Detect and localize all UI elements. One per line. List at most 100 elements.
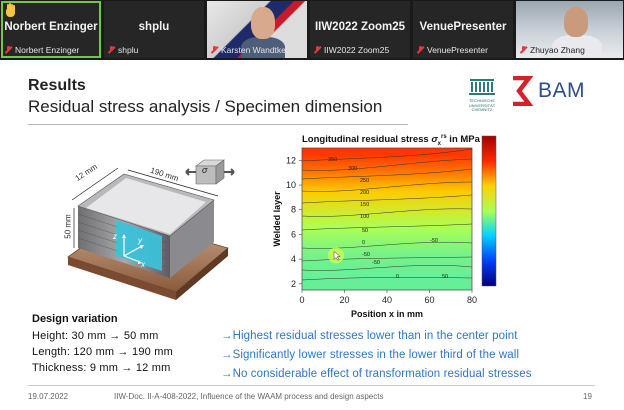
shared-slide: Results Residual stress analysis / Speci… xyxy=(0,60,624,410)
x-tick-label: 0 xyxy=(299,295,304,305)
y-axis-label: Welded layer xyxy=(272,191,282,247)
muted-mic-icon xyxy=(211,46,218,54)
stress-field xyxy=(302,148,472,290)
contour-line xyxy=(301,194,473,204)
specimen-illustration: 12 mm 190 mm 50 mm z y x xyxy=(58,152,238,302)
muted-mic-icon xyxy=(108,46,115,54)
y-tick-label: 8 xyxy=(291,205,296,215)
contour-line xyxy=(301,168,473,180)
contour-label: 350 xyxy=(328,157,337,163)
footer-document-reference: IIW-Doc. II-A-408-2022, Influence of the… xyxy=(114,392,384,401)
slide-subtitle: Residual stress analysis / Specimen dime… xyxy=(28,97,383,116)
y-tick-label: 4 xyxy=(291,254,296,264)
mouse-pointer-icon xyxy=(333,250,341,261)
participant-strip: Norbert Enzinger Norbert Enzinger shplu … xyxy=(0,0,624,60)
colorbar xyxy=(481,135,497,287)
footer-date: 19.07.2022 xyxy=(28,392,69,401)
design-variation-heading: Design variation xyxy=(32,313,118,325)
stress-direction-icon: σ xyxy=(184,152,236,192)
y-tick-label: 10 xyxy=(286,180,296,190)
contour-label: 250 xyxy=(360,178,369,184)
participant-label: Karsten Wandtke xyxy=(211,45,286,55)
result-bullet-2: →Significantly lower stresses in the low… xyxy=(221,349,520,361)
contour-label: 300 xyxy=(348,166,357,172)
slide-title: Results xyxy=(28,77,86,94)
y-tick-label: 6 xyxy=(291,229,296,239)
contour-line xyxy=(301,223,473,231)
avatar xyxy=(251,7,275,39)
contour-line xyxy=(301,181,473,192)
dimension-height: 50 mm xyxy=(63,214,73,239)
participant-label: IIW2022 Zoom25 xyxy=(314,45,389,55)
bam-logo-mark xyxy=(513,75,534,107)
participant-tile-2[interactable]: shplu shplu xyxy=(104,1,204,58)
participant-label: shplu xyxy=(108,45,138,55)
raised-hand-icon xyxy=(4,4,16,18)
title-divider xyxy=(28,124,408,125)
tu-chemnitz-logo-mark xyxy=(469,79,495,95)
contour-label: -50 xyxy=(362,252,370,258)
contour-line xyxy=(301,148,473,162)
participant-tile-1[interactable]: Norbert Enzinger Norbert Enzinger xyxy=(1,1,101,58)
design-variation-height: Height: 30 mm → 50 mm xyxy=(32,330,159,342)
contour-label: -50 xyxy=(430,238,438,244)
contour-label: -50 xyxy=(372,260,380,266)
participant-label: VenuePresenter xyxy=(417,45,488,55)
participant-label: Zhuyao Zhang xyxy=(520,45,585,55)
x-tick-label: 40 xyxy=(382,295,392,305)
participant-tile-4[interactable]: IIW2022 Zoom25 IIW2022 Zoom25 xyxy=(310,1,410,58)
result-bullet-1: →Highest residual stresses lower than in… xyxy=(221,330,518,342)
x-tick-label: 80 xyxy=(467,295,477,305)
axis-y-label: y xyxy=(138,236,142,245)
avatar xyxy=(564,7,588,37)
stress-icon-symbol: σ xyxy=(202,165,208,175)
footer-page-number: 19 xyxy=(583,392,592,401)
contour-label: 150 xyxy=(360,202,369,208)
contour-label: 50 xyxy=(362,228,368,234)
stress-cube-icon xyxy=(185,159,235,185)
muted-mic-icon xyxy=(5,46,12,54)
residual-stress-chart: 350 300 250 200 150 100 50 0 -50 -50 -50 0 50 0 20 40 60… xyxy=(266,132,516,364)
contour-line xyxy=(301,256,473,262)
contour-label: 200 xyxy=(360,190,369,196)
chart-title: Longitudinal residual stress σxrs in MPa xyxy=(302,134,480,148)
participant-video xyxy=(552,35,602,58)
contour-label: 0 xyxy=(396,274,399,280)
contour-label: 100 xyxy=(360,214,369,220)
participant-name: Norbert Enzinger xyxy=(4,21,98,33)
design-variation-length: Length: 120 mm → 190 mm xyxy=(32,346,173,358)
design-variation-thickness: Thickness: 9 mm → 12 mm xyxy=(32,362,171,374)
contour-line xyxy=(301,241,473,249)
participant-label: Norbert Enzinger xyxy=(5,45,79,55)
y-tick-label: 2 xyxy=(291,279,296,289)
muted-mic-icon xyxy=(520,46,527,54)
bam-logo-text: BAM xyxy=(538,79,586,102)
participant-tile-3[interactable]: Karsten Wandtke xyxy=(207,1,307,58)
contour-line xyxy=(301,158,473,171)
muted-mic-icon xyxy=(314,46,321,54)
contour-line xyxy=(301,277,473,281)
participant-video xyxy=(241,37,285,58)
participant-tile-5[interactable]: VenuePresenter VenuePresenter xyxy=(413,1,513,58)
contour-line xyxy=(301,265,473,271)
y-tick-label: 12 xyxy=(286,155,296,165)
x-tick-label: 20 xyxy=(339,295,349,305)
footer-divider xyxy=(28,385,595,386)
bam-logo: BAM xyxy=(510,75,590,107)
contour-label: 50 xyxy=(442,274,448,280)
participant-name: VenuePresenter xyxy=(419,21,507,33)
participant-name: IIW2022 Zoom25 xyxy=(314,21,406,33)
axis-x-label: x xyxy=(141,260,145,269)
specimen-drawing xyxy=(67,167,229,300)
result-bullet-3: →No considerable effect of transformatio… xyxy=(221,368,532,380)
contour-label: 0 xyxy=(362,240,365,246)
x-tick-label: 60 xyxy=(424,295,434,305)
x-axis-label: Position x in mm xyxy=(351,309,423,319)
axis-z-label: z xyxy=(113,232,117,241)
contour-line xyxy=(301,208,473,217)
participant-tile-6[interactable]: Zhuyao Zhang xyxy=(516,1,623,58)
participant-name: shplu xyxy=(138,21,170,33)
tu-chemnitz-logo-text: TECHNISCHE UNIVERSITÄT CHEMNITZ xyxy=(468,98,496,113)
